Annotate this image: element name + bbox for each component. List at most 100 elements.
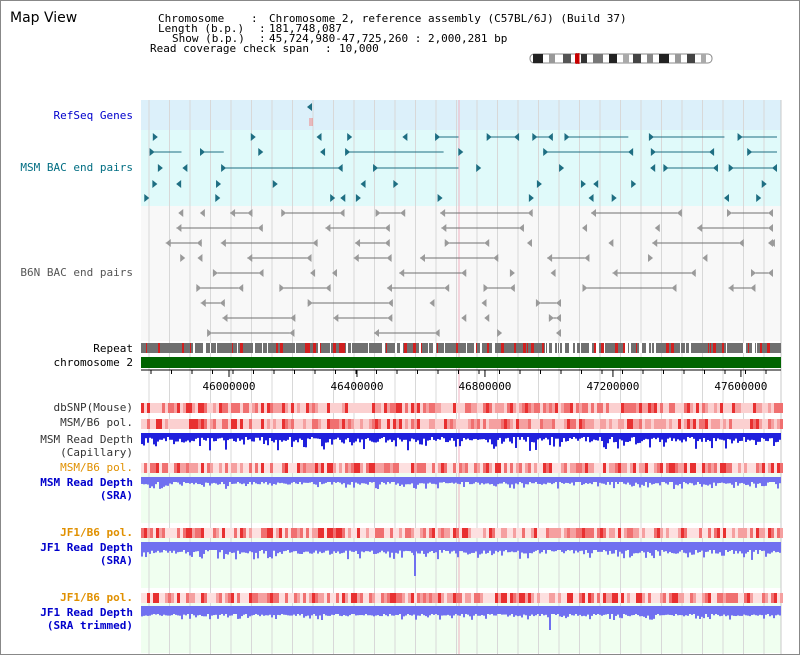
- pol-mark: [486, 528, 489, 538]
- pol-mark: [306, 463, 309, 473]
- pol-mark: [666, 463, 669, 473]
- depth-bar: [463, 550, 465, 553]
- track-label-msm-bac[interactable]: MSM BAC end pairs: [20, 161, 133, 174]
- pol-mark: [540, 593, 543, 603]
- track-label-chromosome[interactable]: chromosome 2: [53, 356, 133, 369]
- depth-bar: [675, 482, 677, 485]
- pol-mark: [312, 528, 315, 538]
- repeat-mark: [480, 343, 482, 353]
- depth-bar: [753, 482, 755, 484]
- pol-mark: [708, 593, 711, 603]
- depth-bar: [729, 614, 731, 620]
- pol-mark: [426, 419, 429, 429]
- depth-bar: [731, 614, 733, 616]
- track-label-msm-b6-pol-2[interactable]: MSM/B6 pol.: [60, 461, 133, 474]
- depth-bar: [483, 614, 485, 616]
- pol-mark: [765, 463, 768, 473]
- track-label-dbsnp[interactable]: dbSNP(Mouse): [53, 401, 133, 414]
- depth-bar: [407, 550, 409, 552]
- track-label-msm-depth-sra[interactable]: MSM Read Depth: [40, 476, 133, 489]
- depth-bar: [463, 437, 465, 439]
- depth-bar: [701, 482, 703, 487]
- repeat-mark: [639, 343, 642, 353]
- pol-mark: [591, 593, 594, 603]
- depth-bar: [479, 482, 481, 485]
- depth-bar: [667, 482, 669, 485]
- depth-bar: [281, 437, 283, 442]
- chromosome-ideogram[interactable]: [529, 53, 713, 64]
- track-label-jf1-b6-pol-2[interactable]: JF1/B6 pol.: [60, 591, 133, 604]
- depth-bar: [629, 482, 631, 485]
- pol-mark: [504, 528, 507, 538]
- track-label-msm-b6-pol-1[interactable]: MSM/B6 pol.: [60, 416, 133, 429]
- depth-bar: [219, 614, 221, 615]
- pol-mark: [510, 528, 513, 538]
- track-label-b6n-bac[interactable]: B6N BAC end pairs: [20, 266, 133, 279]
- depth-bar: [625, 550, 627, 551]
- pol-mark: [447, 419, 450, 429]
- depth-bar: [533, 550, 535, 552]
- depth-bar: [595, 614, 597, 615]
- pol-mark: [363, 463, 366, 473]
- track-label-jf1-b6-pol-1[interactable]: JF1/B6 pol.: [60, 526, 133, 539]
- pol-mark: [726, 419, 729, 429]
- depth-bar: [641, 482, 643, 485]
- track-label-jf1-depth-trim[interactable]: JF1 Read Depth: [40, 606, 133, 619]
- depth-bar: [719, 437, 721, 440]
- bac-end-marker: [384, 239, 390, 247]
- depth-bar: [529, 550, 531, 554]
- bac-end-marker: [509, 269, 515, 277]
- depth-bar: [273, 482, 275, 484]
- pol-mark: [681, 419, 684, 429]
- depth-bar: [767, 550, 769, 554]
- depth-bar: [577, 550, 579, 553]
- pol-mark: [456, 528, 459, 538]
- repeat-mark: [339, 343, 342, 353]
- pol-mark: [291, 528, 294, 538]
- repeat-mark: [596, 343, 599, 353]
- track-label-jf1-depth-sra[interactable]: JF1 Read Depth: [40, 541, 133, 554]
- pol-mark: [588, 528, 591, 538]
- depth-bar: [493, 614, 495, 616]
- pol-mark: [735, 593, 738, 603]
- depth-bar: [189, 437, 191, 443]
- depth-bar: [579, 437, 581, 439]
- depth-bar: [749, 437, 751, 441]
- track-label-refseq[interactable]: RefSeq Genes: [53, 109, 133, 122]
- pol-mark: [144, 403, 147, 413]
- depth-bar: [493, 437, 495, 449]
- depth-bar: [647, 482, 649, 488]
- depth-bar: [239, 550, 241, 554]
- depth-bar: [513, 550, 515, 553]
- bac-end-marker: [547, 133, 553, 141]
- pol-mark: [474, 528, 477, 538]
- depth-bar: [435, 550, 437, 553]
- pol-mark: [372, 528, 375, 538]
- depth-bar: [683, 437, 685, 440]
- pol-mark: [780, 463, 783, 473]
- depth-bar: [265, 437, 267, 441]
- depth-bar: [315, 437, 317, 439]
- depth-bar: [419, 614, 421, 616]
- depth-bar: [325, 550, 327, 551]
- repeat-mark: [760, 343, 762, 353]
- bac-end-marker: [550, 269, 556, 277]
- depth-bar: [691, 482, 693, 484]
- bac-end-marker: [325, 284, 331, 292]
- app-title: Map View: [10, 10, 78, 26]
- depth-bar: [345, 614, 347, 616]
- track-label-msm-depth-cap[interactable]: MSM Read Depth: [40, 433, 133, 446]
- depth-bar: [457, 614, 459, 616]
- pol-mark: [543, 528, 546, 538]
- depth-bar: [643, 437, 645, 440]
- depth-bar: [309, 550, 311, 554]
- track-label-repeat[interactable]: Repeat: [93, 342, 133, 355]
- pol-mark: [477, 528, 480, 538]
- pol-mark: [717, 528, 720, 538]
- depth-bar: [625, 437, 627, 442]
- pol-mark: [165, 528, 168, 538]
- pol-mark: [741, 593, 744, 603]
- depth-bar: [703, 437, 705, 438]
- bac-end-marker: [584, 254, 590, 262]
